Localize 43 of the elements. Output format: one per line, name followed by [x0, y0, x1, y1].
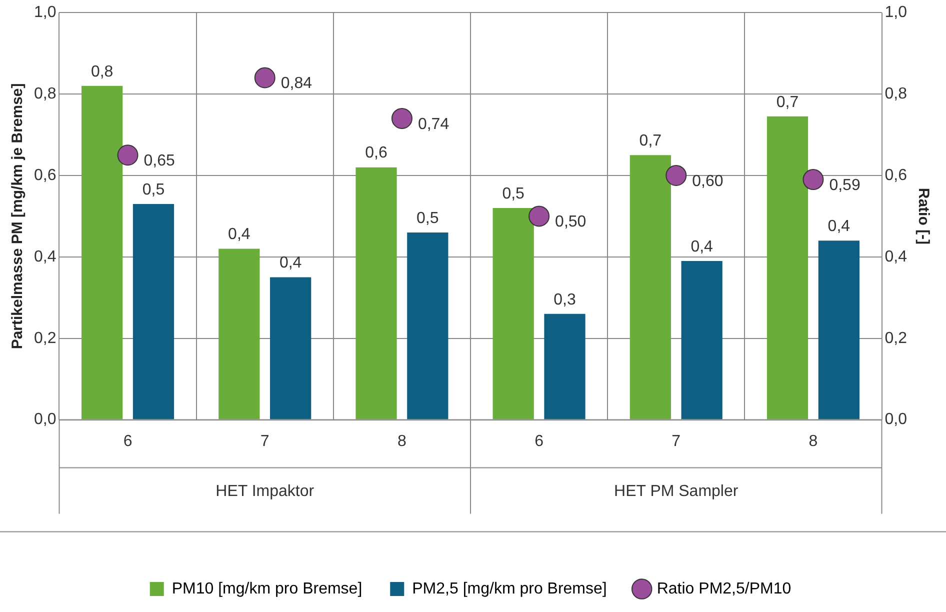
- data-label: 0,4: [828, 218, 850, 236]
- text: HET Impaktor: [216, 483, 315, 500]
- y2-tick-label: 0,6: [884, 166, 908, 184]
- data-label: 0,74: [418, 116, 450, 133]
- data-label: 0,3: [554, 291, 576, 308]
- legend-label: PM2,5 [mg/km pro Bremse]: [412, 580, 607, 598]
- x-tick-label: 7: [260, 432, 270, 450]
- data-label: 0,4: [690, 238, 714, 256]
- x-tick-label: 6: [123, 432, 132, 450]
- legend-label: Ratio PM2,5/PM10: [656, 580, 792, 598]
- x-tick-label: 8: [808, 432, 818, 450]
- data-label: 0,84: [280, 75, 312, 92]
- y-tick-label: 0,6: [34, 166, 56, 184]
- data-label: 0,60: [692, 172, 724, 190]
- data-label: 0,6: [365, 144, 388, 162]
- data-label: 0,4: [279, 254, 302, 272]
- y2-tick-label: 1,0: [884, 4, 908, 22]
- y-axis-title: Partikelmasse PM [mg/km je Bremse]: [9, 83, 26, 350]
- text: HET PM Sampler: [614, 483, 739, 500]
- y-tick-label: 0,8: [34, 85, 56, 102]
- y2-tick-label: 0,4: [884, 248, 908, 266]
- data-label: 0,7: [639, 132, 662, 150]
- data-label: 0,5: [416, 210, 439, 227]
- data-label: 0,5: [142, 181, 165, 198]
- x-tick-label: 8: [398, 432, 407, 450]
- data-label: 0,5: [502, 185, 525, 202]
- y2-tick-label: 0,2: [884, 330, 908, 347]
- data-label: 0,59: [829, 176, 860, 194]
- y-tick-label: 1,0: [34, 4, 56, 22]
- data-label: 0,7: [776, 94, 799, 111]
- y2-tick-label: 0,8: [884, 85, 908, 102]
- data-label: 0,8: [90, 63, 114, 80]
- data-label: 0,4: [228, 226, 250, 244]
- y2-axis-title: Ratio [-]: [914, 188, 932, 245]
- y2-tick-label: 0,0: [884, 411, 908, 428]
- legend-label: PM10 [mg/km pro Bremse]: [172, 580, 362, 598]
- x-tick-label: 7: [672, 432, 681, 450]
- data-label: 0,50: [555, 214, 586, 231]
- y-tick-label: 0,0: [34, 411, 56, 428]
- y-tick-label: 0,2: [34, 330, 56, 347]
- x-tick-label: 6: [534, 432, 544, 450]
- y-tick-label: 0,4: [34, 248, 56, 266]
- data-label: 0,65: [144, 152, 176, 170]
